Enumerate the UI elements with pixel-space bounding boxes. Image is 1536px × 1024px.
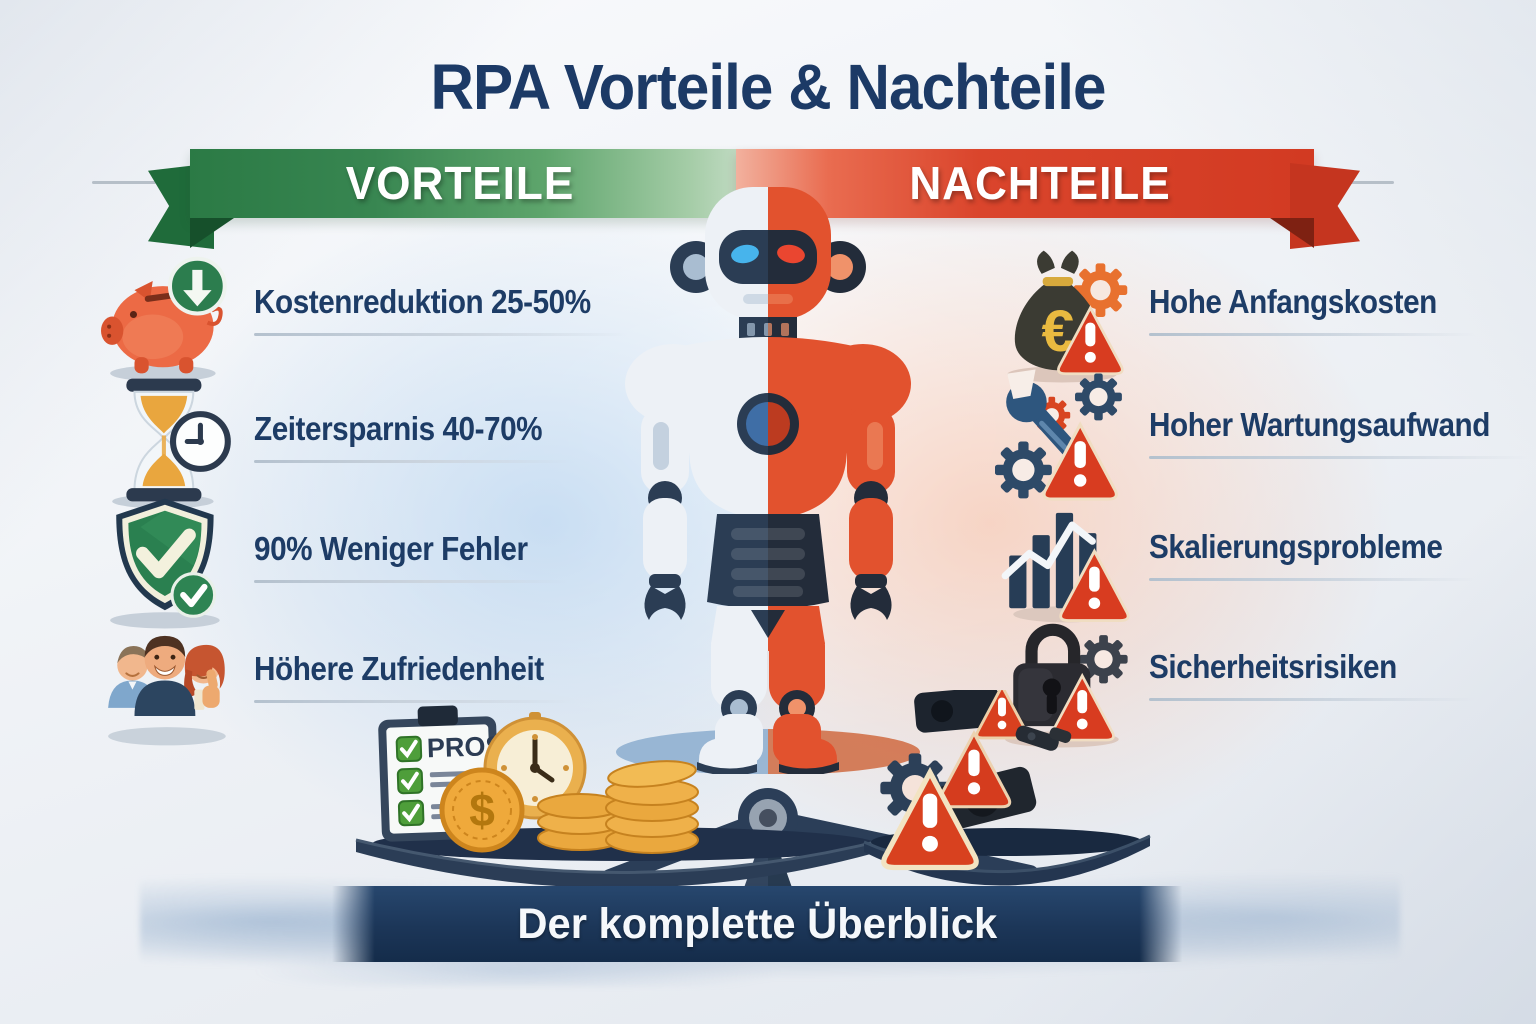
item-underline [254, 332, 629, 336]
piggy-bank-arrow-down-icon [100, 245, 242, 383]
footer-banner: Der komplette Überblick [332, 886, 1182, 962]
item-underline [254, 579, 568, 583]
shield-check-icon [100, 492, 242, 630]
cons-item-initial-costs: € Hohe Anfangskosten [995, 245, 1475, 383]
happy-team-icon [100, 612, 242, 750]
vorteile-ribbon-label: VORTEILE [345, 157, 575, 209]
pros-item-fewer-errors: 90% Weniger Fehler [100, 492, 568, 630]
pros-item-label: Zeitersparnis 40-70% [254, 409, 543, 447]
pros-item-label: Kostenreduktion 25-50% [254, 282, 591, 320]
pros-item-satisfaction: Höhere Zufriedenheit [100, 612, 576, 750]
page-title: RPA Vorteile & Nachteile [430, 51, 1106, 123]
vorteile-ribbon [190, 149, 802, 218]
wrench-gears-warning-icon [995, 368, 1137, 506]
split-robot-illustration [616, 187, 920, 774]
cons-item-maintenance: Hoher Wartungsaufwand [995, 368, 1528, 506]
item-underline [1149, 697, 1475, 701]
decorative-line-left [92, 181, 156, 184]
dollar-symbol: $ [469, 784, 495, 836]
cons-item-label: Hohe Anfangskosten [1149, 282, 1437, 320]
money-bag-euro-warning-icon: € [995, 245, 1137, 383]
item-underline [1149, 455, 1528, 459]
pros-pan-contents: PROS [372, 705, 876, 861]
item-underline [254, 459, 575, 463]
item-underline [1149, 577, 1476, 581]
item-underline [1149, 332, 1475, 336]
nachteile-ribbon [736, 149, 1314, 218]
cons-item-label: Sicherheitsrisiken [1149, 647, 1397, 685]
cons-item-scaling: Skalierungsprobleme [995, 490, 1476, 628]
hourglass-clock-icon [100, 372, 242, 510]
nachteile-ribbon-label: NACHTEILE [909, 157, 1171, 209]
bar-chart-warning-icon [995, 490, 1137, 628]
item-underline [254, 699, 576, 703]
pros-item-cost-reduction: Kostenreduktion 25-50% [100, 245, 629, 383]
cons-item-label: Hoher Wartungsaufwand [1149, 405, 1490, 443]
pros-item-label: 90% Weniger Fehler [254, 529, 528, 567]
pros-item-time-savings: Zeitersparnis 40-70% [100, 372, 575, 510]
decorative-line-right [1330, 181, 1394, 184]
pros-item-label: Höhere Zufriedenheit [254, 649, 544, 687]
footer-banner-label: Der komplette Überblick [517, 899, 997, 948]
cons-item-label: Skalierungsprobleme [1149, 527, 1443, 565]
